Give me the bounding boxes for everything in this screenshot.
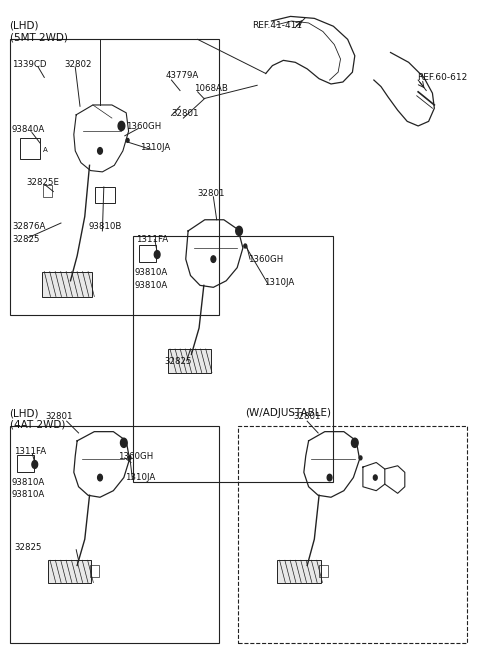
- Text: 32801: 32801: [198, 189, 225, 198]
- Text: 43779A: 43779A: [166, 71, 199, 80]
- Text: 93840A: 93840A: [12, 125, 45, 134]
- Bar: [20, 138, 40, 159]
- Text: 1068AB: 1068AB: [194, 84, 228, 93]
- Text: (W/ADJUSTABLE): (W/ADJUSTABLE): [245, 408, 331, 418]
- Circle shape: [118, 121, 125, 131]
- Circle shape: [128, 456, 131, 460]
- Text: 1311FA: 1311FA: [14, 447, 47, 456]
- Circle shape: [236, 226, 242, 236]
- Circle shape: [373, 475, 377, 480]
- Text: 32801: 32801: [45, 412, 73, 421]
- Circle shape: [351, 438, 358, 447]
- Text: 93810B: 93810B: [88, 222, 121, 231]
- Text: REF.60-612: REF.60-612: [417, 73, 467, 82]
- Bar: [91, 565, 99, 577]
- Text: REF.41-411: REF.41-411: [252, 20, 302, 30]
- Text: 32801: 32801: [171, 109, 199, 118]
- Circle shape: [32, 461, 37, 468]
- Bar: [43, 185, 52, 197]
- Text: 32801: 32801: [293, 412, 320, 421]
- Text: 32825E: 32825E: [26, 178, 59, 187]
- Bar: [95, 187, 115, 203]
- Bar: [48, 560, 91, 583]
- Text: 1310JA: 1310JA: [264, 278, 295, 287]
- Text: 1360GH: 1360GH: [248, 255, 283, 264]
- Circle shape: [244, 244, 247, 248]
- Text: A: A: [43, 146, 48, 153]
- Circle shape: [120, 438, 127, 447]
- Bar: [42, 272, 92, 297]
- Text: 1360GH: 1360GH: [126, 122, 161, 131]
- Bar: [319, 565, 328, 577]
- Text: 1310JA: 1310JA: [141, 143, 171, 152]
- Bar: [10, 39, 219, 315]
- Text: 1339CD: 1339CD: [12, 60, 47, 69]
- Bar: [133, 236, 334, 482]
- Bar: [17, 455, 34, 472]
- Text: 93810A: 93810A: [134, 268, 168, 277]
- Circle shape: [154, 251, 160, 258]
- Circle shape: [126, 138, 129, 142]
- Circle shape: [97, 148, 102, 154]
- Text: 32825: 32825: [12, 235, 39, 244]
- Text: 93810A: 93810A: [12, 478, 45, 487]
- Bar: [238, 426, 467, 643]
- Circle shape: [327, 474, 332, 481]
- Bar: [168, 349, 211, 373]
- Bar: [10, 426, 219, 643]
- Text: 93810A: 93810A: [12, 489, 45, 499]
- Circle shape: [97, 474, 102, 481]
- Text: 1360GH: 1360GH: [118, 451, 154, 461]
- Text: 32825: 32825: [14, 543, 42, 552]
- Text: (LHD)
(5MT 2WD): (LHD) (5MT 2WD): [10, 21, 67, 43]
- Circle shape: [211, 256, 216, 262]
- Text: (LHD)
(4AT 2WD): (LHD) (4AT 2WD): [10, 408, 65, 430]
- Bar: [277, 560, 321, 583]
- Circle shape: [359, 456, 362, 460]
- Text: 32876A: 32876A: [12, 222, 45, 231]
- Text: 1311FA: 1311FA: [136, 235, 168, 244]
- Bar: [139, 245, 156, 262]
- Text: 1310JA: 1310JA: [125, 473, 155, 482]
- Text: 32825: 32825: [164, 357, 192, 366]
- Text: 93810A: 93810A: [134, 281, 168, 290]
- Text: 32802: 32802: [64, 60, 92, 69]
